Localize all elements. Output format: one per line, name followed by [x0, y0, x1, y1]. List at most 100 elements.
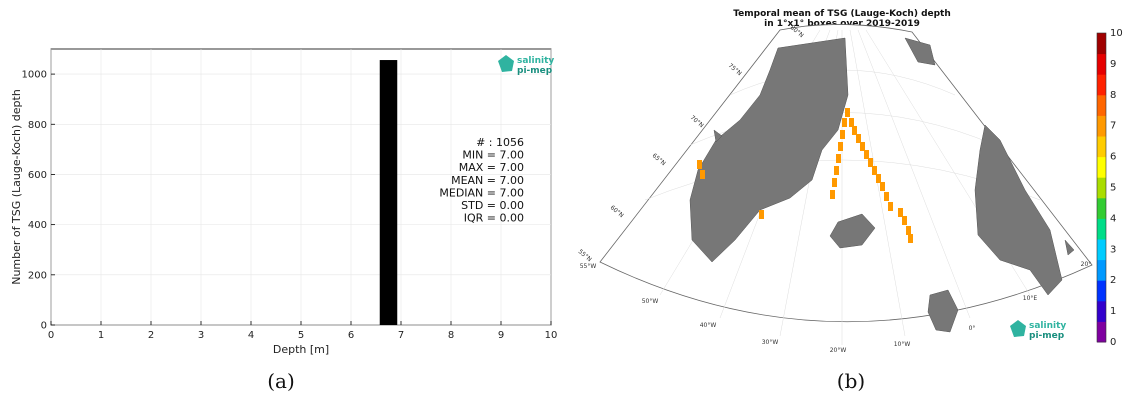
- colorbar-segment: [1097, 239, 1106, 261]
- track-cell: [902, 216, 907, 225]
- colorbar-tick-label: 9: [1110, 59, 1116, 70]
- track-cell: [759, 210, 764, 219]
- x-tick-label: 8: [448, 330, 454, 341]
- stat-line: MIN = 7.00: [462, 149, 524, 162]
- colorbar-segment: [1097, 53, 1106, 75]
- colorbar-frame: [1096, 32, 1107, 343]
- map-title-line2: in 1°x1° boxes over 2019-2019: [764, 19, 920, 29]
- track-cell: [884, 192, 889, 201]
- logo-text-line2: pi-mep: [517, 66, 553, 76]
- map-title-line1: Temporal mean of TSG (Lauge-Koch) depth: [733, 9, 951, 19]
- colorbar-segment: [1097, 115, 1106, 137]
- track-cell: [864, 150, 869, 159]
- y-tick-label: 400: [28, 220, 47, 231]
- lat-label: 55°N: [577, 248, 593, 263]
- colorbar-segment: [1097, 156, 1106, 178]
- lon-label: 10°W: [894, 341, 911, 348]
- iceland-land: [829, 213, 876, 249]
- caption-a: (a): [267, 369, 295, 393]
- track-cell: [697, 160, 702, 169]
- britain-land: [927, 289, 959, 333]
- track-cell: [880, 182, 885, 191]
- y-tick-label: 1000: [22, 70, 47, 81]
- ship-track: [697, 108, 913, 243]
- lat-label: 70°N: [689, 114, 705, 129]
- y-tick-label: 0: [41, 321, 47, 332]
- colorbar-tick-label: 4: [1110, 213, 1116, 224]
- stat-line: MEAN = 7.00: [451, 174, 524, 187]
- stat-line: IQR = 0.00: [464, 212, 524, 225]
- colorbar-tick-label: 10: [1110, 28, 1123, 39]
- track-cell: [898, 208, 903, 217]
- colorbar-ticks: 0 1 2 3 4 5 6 7 8 9 10: [1110, 28, 1123, 348]
- land-masses: [689, 37, 1075, 333]
- track-cell: [832, 178, 837, 187]
- colorbar-segment: [1097, 177, 1106, 199]
- lon-label: 10°E: [1023, 295, 1038, 302]
- colorbar-segment: [1097, 74, 1106, 96]
- histogram-panel: 0 1 2 3 4 5 6 7 8 9 10 0 200 400 600 800 1000 Depth [m]…: [10, 48, 557, 356]
- track-cell: [700, 170, 705, 179]
- lat-label: 65°N: [651, 152, 667, 167]
- lon-label: 30°W: [762, 339, 779, 346]
- colorbar-tick-label: 0: [1110, 337, 1116, 348]
- x-tick-label: 3: [198, 330, 204, 341]
- lon-label: 50°W: [642, 298, 659, 305]
- histogram-bar: [379, 60, 398, 325]
- colorbar-segment: [1097, 197, 1106, 219]
- x-tick-label: 9: [498, 330, 504, 341]
- small-island-land: [1064, 239, 1075, 256]
- track-cell: [906, 226, 911, 235]
- y-tick-label: 200: [28, 270, 47, 281]
- colorbar-tick-label: 7: [1110, 121, 1116, 132]
- track-cell: [888, 202, 893, 211]
- track-cell: [908, 234, 913, 243]
- x-tick-label: 0: [48, 330, 54, 341]
- logo-text-line1: salinity: [517, 56, 554, 66]
- track-cell: [852, 126, 857, 135]
- lon-label: 55°W: [580, 263, 597, 270]
- lon-label: 20°: [1081, 261, 1092, 268]
- y-tick-label: 600: [28, 170, 47, 181]
- logo-b: salinity pi-mep: [1010, 320, 1066, 341]
- x-tick-label: 6: [348, 330, 354, 341]
- colorbar-tick-label: 8: [1110, 90, 1116, 101]
- small-island-land-2: [713, 129, 723, 143]
- greenland-land: [689, 37, 849, 263]
- colorbar-segment: [1097, 33, 1106, 55]
- colorbar-segment: [1097, 259, 1106, 281]
- map-panel: Temporal mean of TSG (Lauge-Koch) depth …: [577, 9, 1123, 354]
- lat-label: 60°N: [609, 204, 625, 219]
- y-tick-label: 800: [28, 120, 47, 131]
- logo-text-line1: salinity: [1029, 321, 1066, 331]
- colorbar-tick-label: 6: [1110, 152, 1116, 163]
- stat-line: STD = 0.00: [461, 199, 524, 212]
- lat-label: 75°N: [727, 62, 743, 77]
- stat-line: # : 1056: [476, 136, 524, 149]
- x-tick-label: 2: [148, 330, 154, 341]
- track-cell: [834, 166, 839, 175]
- colorbar-tick-label: 1: [1110, 306, 1116, 317]
- colorbar: [1096, 32, 1107, 343]
- logo-icon: [1010, 320, 1026, 337]
- x-tick-label: 5: [298, 330, 304, 341]
- colorbar-segment: [1097, 218, 1106, 240]
- track-cell: [872, 166, 877, 175]
- caption-b: (b): [837, 369, 865, 393]
- colorbar-segment: [1097, 280, 1106, 302]
- track-cell: [840, 130, 845, 139]
- x-tick-label: 4: [248, 330, 254, 341]
- logo-a: salinity pi-mep: [498, 55, 554, 76]
- scandinavia-land: [974, 124, 1063, 296]
- colorbar-segment: [1097, 94, 1106, 116]
- colorbar-segment: [1097, 321, 1106, 343]
- logo-text-line2: pi-mep: [1029, 331, 1065, 341]
- colorbar-segment: [1097, 300, 1106, 322]
- x-tick-label: 7: [398, 330, 404, 341]
- track-cell: [856, 134, 861, 143]
- stat-line: MAX = 7.00: [459, 161, 524, 174]
- lon-label: 0°: [969, 325, 976, 332]
- svalbard-land: [904, 37, 936, 66]
